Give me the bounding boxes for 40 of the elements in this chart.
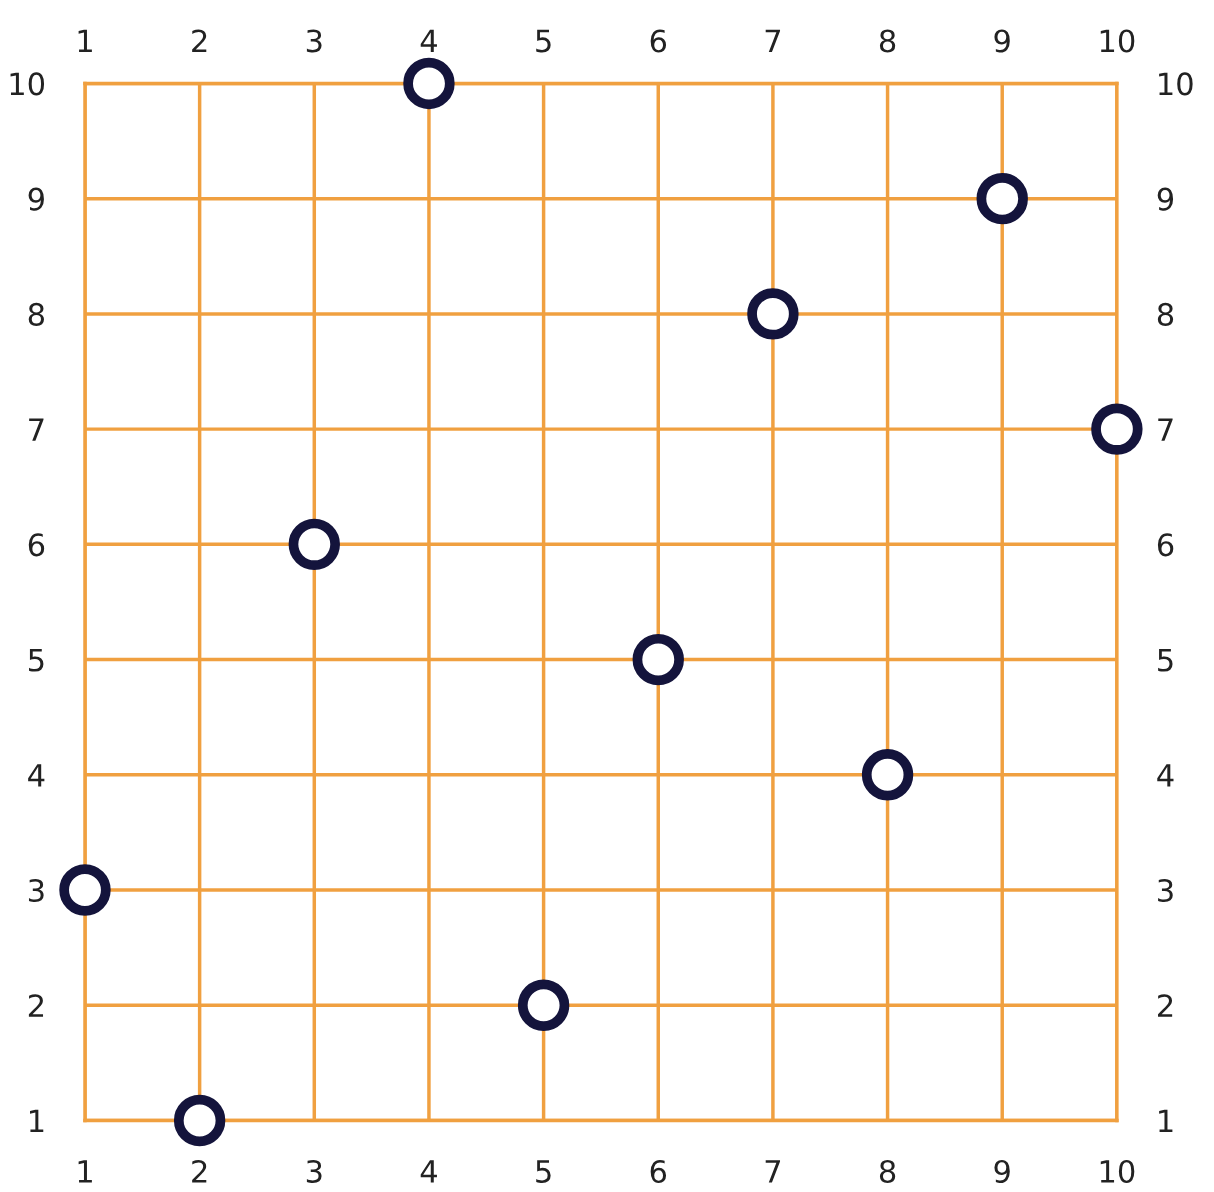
y2-tick-label: 5 [1158, 648, 1173, 672]
x-tick-label: 4 [420, 29, 437, 53]
x2-tick-label: 5 [536, 1160, 551, 1184]
y-tick-label: 7 [29, 418, 44, 441]
y-tick-label: 1 [30, 1109, 44, 1133]
y2-tick-label: 3 [1158, 878, 1173, 903]
x2-tick-label: 10 [1100, 1159, 1135, 1184]
x2-tick-label: 2 [192, 1159, 207, 1183]
x2-tick-label: 3 [306, 1159, 322, 1184]
x-tick-label: 8 [879, 29, 896, 53]
x-tick-label: 2 [192, 29, 207, 53]
x2-tick-label: 1 [78, 1160, 92, 1183]
x2-tick-label: 9 [994, 1159, 1010, 1184]
y2-tick-label: 10 [1159, 72, 1193, 96]
x-tick-label: 7 [765, 29, 781, 53]
y-tick-label: 3 [28, 878, 44, 903]
x2-tick-label: 6 [650, 1159, 667, 1184]
x2-tick-label: 7 [765, 1160, 781, 1183]
y-tick-label: 8 [28, 302, 44, 326]
x-tick-label: 3 [306, 29, 322, 53]
y-tick-label: 10 [10, 72, 45, 96]
x2-tick-label: 4 [420, 1160, 437, 1183]
x-tick-label: 5 [536, 29, 551, 53]
x-tick-label: 10 [1100, 29, 1135, 53]
y2-tick-label: 1 [1159, 1109, 1173, 1133]
y2-tick-label: 2 [1158, 994, 1173, 1017]
y2-tick-label: 4 [1157, 764, 1174, 787]
y2-tick-label: 8 [1157, 302, 1174, 326]
y-tick-label: 2 [28, 994, 44, 1017]
x-tick-label: 1 [78, 29, 92, 53]
y-tick-label: 5 [29, 648, 44, 672]
x-tick-label: 6 [650, 29, 667, 53]
x2-tick-label: 8 [879, 1159, 896, 1184]
y2-tick-label: 7 [1158, 418, 1173, 441]
y2-tick-label: 9 [1157, 187, 1174, 211]
y2-tick-label: 6 [1157, 533, 1174, 557]
x-tick-label: 9 [994, 29, 1010, 53]
y-tick-label: 9 [28, 187, 44, 211]
y-tick-label: 4 [28, 764, 45, 787]
y-tick-label: 6 [28, 533, 45, 557]
